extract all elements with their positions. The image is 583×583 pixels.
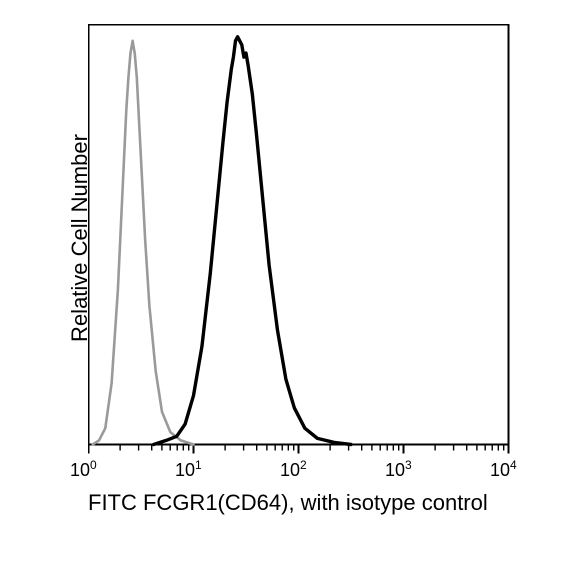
x-tick-label: 103: [385, 458, 412, 481]
x-tick-label: 104: [490, 458, 517, 481]
x-tick-exponent: 1: [195, 458, 202, 472]
x-tick-base: 10: [175, 460, 195, 480]
x-tick-label: 101: [175, 458, 202, 481]
x-tick-exponent: 4: [510, 458, 517, 472]
flow-cytometry-chart: Relative Cell Number 100101102103104 FIT…: [0, 0, 583, 583]
x-tick-base: 10: [490, 460, 510, 480]
x-tick-base: 10: [385, 460, 405, 480]
x-tick-label: 102: [280, 458, 307, 481]
x-tick-base: 10: [70, 460, 90, 480]
x-tick-label: 100: [70, 458, 97, 481]
x-axis-label: FITC FCGR1(CD64), with isotype control: [88, 490, 488, 516]
x-tick-exponent: 3: [405, 458, 412, 472]
x-tick-base: 10: [280, 460, 300, 480]
x-tick-exponent: 2: [300, 458, 307, 472]
plot-area: [88, 24, 510, 458]
x-tick-exponent: 0: [90, 458, 97, 472]
